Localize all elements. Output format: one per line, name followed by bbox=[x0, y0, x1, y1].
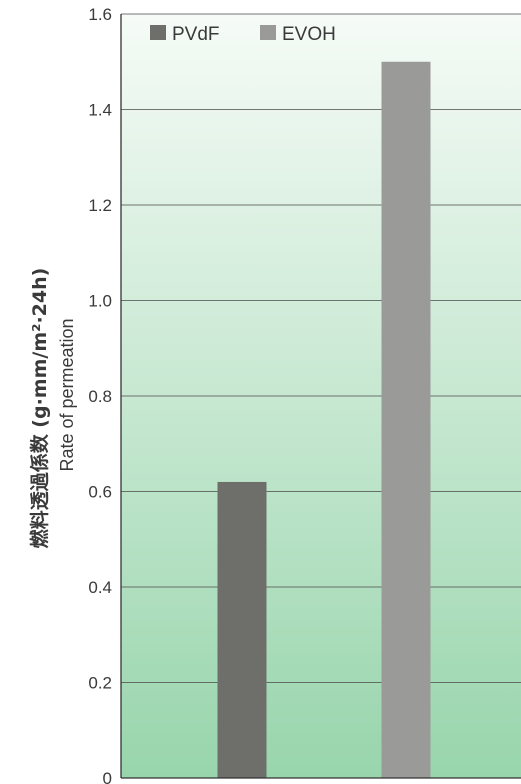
y-tick-label: 0.2 bbox=[88, 674, 112, 693]
y-tick-labels: 0 0.2 0.4 0.6 0.8 1.0 1.2 1.4 1.6 bbox=[88, 5, 112, 784]
legend-swatch-evoh bbox=[260, 25, 276, 40]
y-axis-label-secondary: Rate of permeation bbox=[57, 318, 77, 471]
y-tick-label: 0.4 bbox=[88, 578, 112, 597]
y-axis-label: 燃料透過係数 (g·mm/m²·24h) bbox=[28, 268, 51, 549]
legend-label-pvdf: PVdF bbox=[172, 24, 220, 45]
y-tick-label: 1.6 bbox=[88, 5, 112, 24]
legend-swatch-pvdf bbox=[150, 25, 166, 40]
y-tick-label: 0 bbox=[103, 769, 112, 784]
bar-pvdf bbox=[218, 482, 267, 778]
y-tick-label: 0.6 bbox=[88, 483, 112, 502]
legend-label-evoh: EVOH bbox=[282, 24, 336, 45]
y-tick-label: 1.0 bbox=[88, 292, 112, 311]
y-tick-label: 1.2 bbox=[88, 196, 112, 215]
bar-evoh bbox=[382, 62, 431, 778]
y-tick-label: 1.4 bbox=[88, 101, 112, 120]
y-tick-label: 0.8 bbox=[88, 387, 112, 406]
